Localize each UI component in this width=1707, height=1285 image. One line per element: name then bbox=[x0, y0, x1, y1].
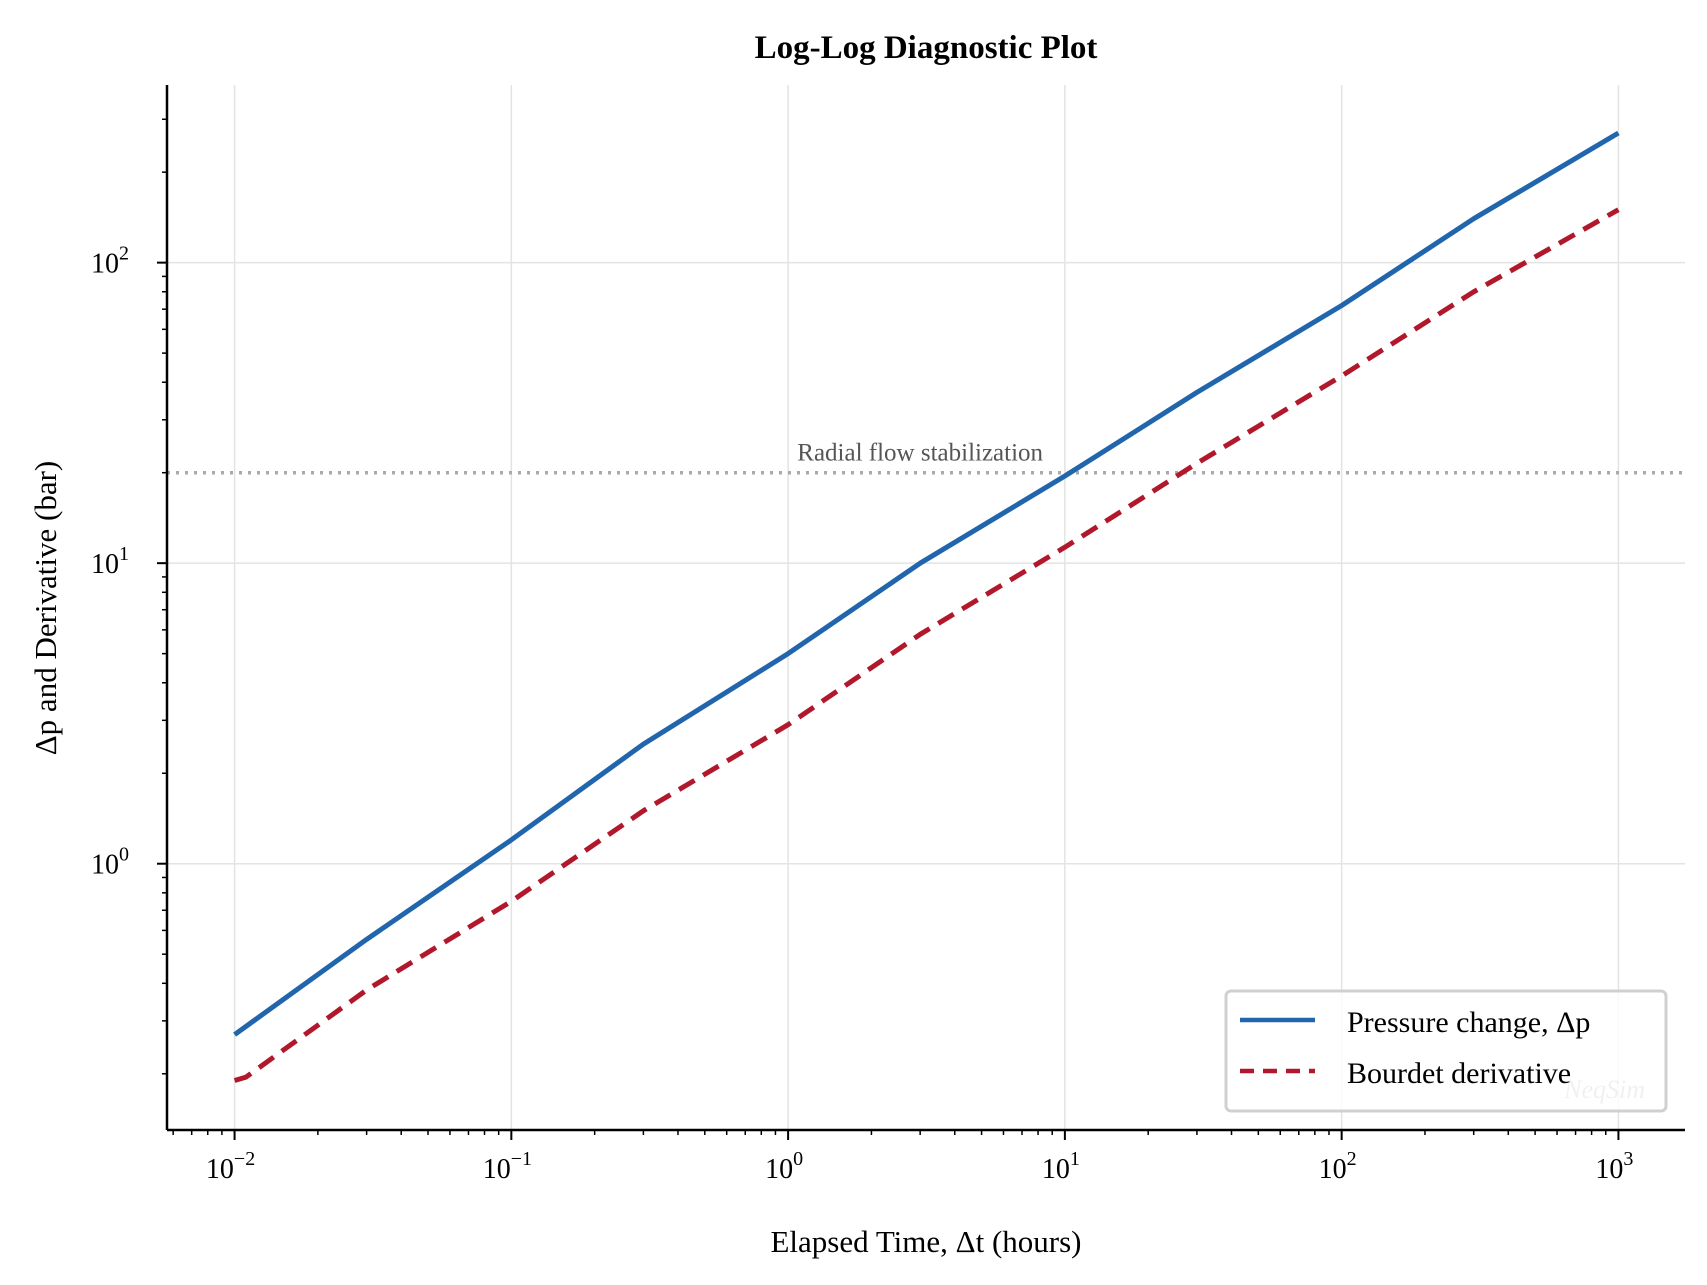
grid bbox=[167, 85, 1685, 1130]
axes bbox=[157, 85, 1685, 1140]
x-tick-exponent: 2 bbox=[1347, 1148, 1357, 1170]
x-tick-label: 10−2 bbox=[206, 1148, 255, 1185]
x-tick-label: 102 bbox=[1319, 1148, 1357, 1185]
x-tick-label: 103 bbox=[1595, 1148, 1633, 1185]
y-tick-label: 100 bbox=[91, 844, 129, 881]
x-tick-label: 100 bbox=[765, 1148, 803, 1185]
x-tick-exponent: 1 bbox=[1070, 1148, 1080, 1170]
y-tick-exponent: 0 bbox=[119, 844, 129, 866]
legend-label-derivative: Bourdet derivative bbox=[1347, 1057, 1571, 1090]
x-tick-exponent: −1 bbox=[511, 1148, 532, 1170]
radial-flow-annotation: Radial flow stabilization bbox=[797, 440, 1043, 467]
x-tick-exponent: 0 bbox=[793, 1148, 803, 1170]
watermark: NeqSim bbox=[1563, 1075, 1645, 1104]
chart-title: Log-Log Diagnostic Plot bbox=[755, 30, 1098, 66]
y-tick-label: 102 bbox=[91, 243, 129, 280]
x-axis-label: Elapsed Time, Δt (hours) bbox=[771, 1224, 1082, 1259]
legend-label-pressure: Pressure change, Δp bbox=[1347, 1006, 1590, 1039]
pressure-change-line bbox=[233, 130, 1620, 1037]
y-axis-label: Δp and Derivative (bar) bbox=[28, 461, 63, 756]
y-tick-exponent: 1 bbox=[119, 543, 129, 565]
series-group bbox=[233, 130, 1620, 1083]
x-tick-exponent: 3 bbox=[1623, 1148, 1633, 1170]
legend: Pressure change, Δp Bourdet derivative N… bbox=[1224, 989, 1668, 1113]
x-tick-exponent: −2 bbox=[234, 1148, 255, 1170]
y-tick-label: 101 bbox=[91, 543, 129, 580]
y-tick-exponent: 2 bbox=[119, 243, 129, 265]
x-tick-label: 101 bbox=[1042, 1148, 1080, 1185]
bourdet-derivative-line bbox=[233, 207, 1620, 1083]
x-tick-labels: 10−2 10−1 100 101 102 103 bbox=[206, 1148, 1633, 1185]
x-tick-label: 10−1 bbox=[483, 1148, 532, 1185]
